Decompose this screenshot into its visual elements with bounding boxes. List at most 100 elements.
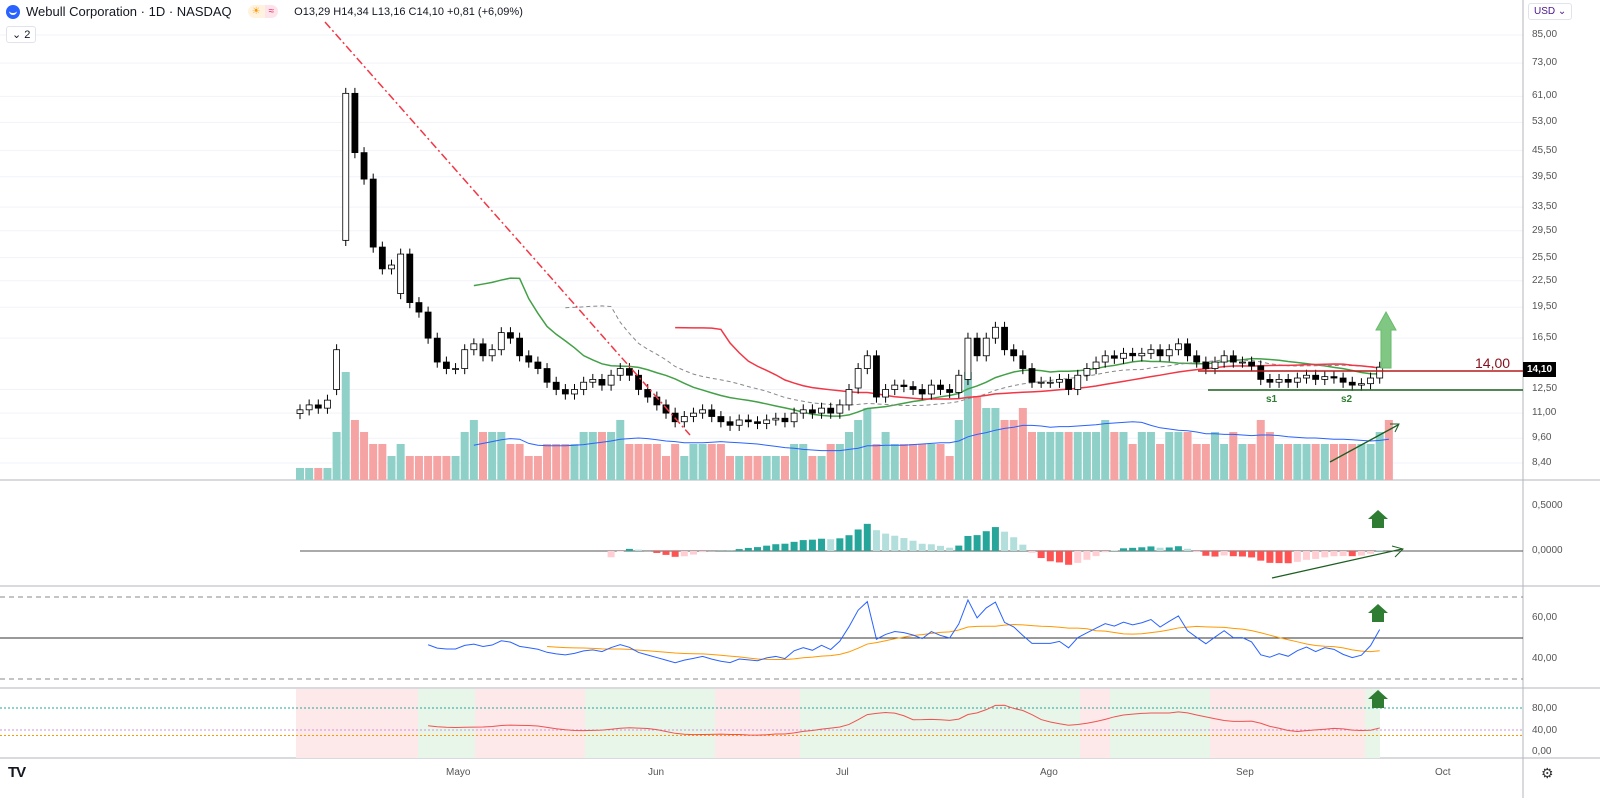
volume-bar — [488, 432, 497, 480]
candle-body — [1156, 349, 1164, 357]
osc-axis-label: 0,00 — [1532, 746, 1552, 757]
volume-bar — [1128, 444, 1137, 480]
macd-histogram-bar — [818, 538, 826, 551]
rsi-line — [427, 598, 1381, 664]
volume-bar — [1009, 420, 1018, 480]
candle-body — [1376, 366, 1384, 379]
volume-bar — [515, 444, 524, 480]
webull-logo-icon — [6, 4, 20, 19]
macd-histogram-bar — [1202, 551, 1210, 556]
macd-histogram-bar — [1184, 548, 1192, 551]
candle-body — [626, 368, 633, 376]
up-arrow-icon — [1375, 310, 1397, 369]
candle-body — [827, 407, 835, 414]
candle-body — [854, 368, 862, 389]
volume-bar — [881, 432, 890, 480]
candle-body — [1175, 343, 1182, 351]
macd-histogram-bar — [1101, 551, 1109, 553]
candle-body — [1028, 368, 1036, 383]
macd-histogram-bar — [735, 549, 743, 551]
volume-bar — [716, 444, 725, 480]
macd-trend-arrow — [1271, 548, 1403, 579]
volume-bar — [1101, 420, 1110, 480]
volume-bar — [588, 432, 597, 480]
candle-body — [369, 178, 377, 248]
candle-body — [690, 412, 697, 417]
indicators-collapse-button[interactable]: ⌄ 2 — [6, 26, 37, 43]
volume-bar — [451, 456, 460, 480]
volume-bar — [671, 444, 680, 480]
candle-body — [937, 384, 944, 390]
candle-body — [982, 337, 990, 357]
volume-bar — [570, 444, 579, 480]
price-axis-label: 61,00 — [1532, 90, 1558, 102]
candle-body — [324, 399, 331, 409]
volume-bar — [378, 444, 387, 480]
volume-bar — [1183, 432, 1192, 480]
macd-histogram-bar — [1284, 551, 1292, 564]
volume-bar — [1064, 432, 1073, 480]
macd-histogram-bar — [1065, 551, 1073, 565]
settings-gear-icon[interactable]: ⚙ — [1541, 765, 1554, 781]
macd-histogram-bar — [1046, 551, 1054, 562]
volume-bar — [369, 444, 378, 480]
volume-ma-line — [473, 421, 1389, 452]
volume-bar — [652, 444, 661, 480]
currency-select[interactable]: USD ⌄ — [1528, 3, 1573, 20]
candle-body — [1193, 355, 1201, 363]
macd-histogram-bar — [662, 551, 670, 555]
candle-body — [1211, 361, 1219, 369]
macd-histogram-bar — [1248, 551, 1256, 558]
candle-body — [1037, 381, 1045, 384]
candle-body — [1293, 377, 1301, 383]
candle-body — [507, 332, 514, 339]
candle-body — [927, 384, 935, 395]
candle-body — [580, 381, 588, 390]
candle-body — [790, 412, 798, 423]
macd-histogram-bar — [1330, 551, 1338, 557]
volume-bar — [543, 444, 552, 480]
volume-bar — [1357, 444, 1366, 480]
macd-histogram-bar — [689, 551, 697, 555]
candle-body — [305, 404, 313, 411]
candle-body — [552, 381, 560, 390]
oscillator-band — [1210, 689, 1365, 758]
arrow-head-icon — [1390, 423, 1400, 433]
symbol-title[interactable]: Webull Corporation · 1D · NASDAQ — [26, 4, 232, 19]
candle-body — [1339, 377, 1347, 383]
candle-body — [461, 349, 469, 369]
candle-body — [1129, 352, 1137, 357]
candle-body — [598, 379, 606, 386]
candle-body — [1321, 376, 1329, 380]
tradingview-logo[interactable]: TV — [8, 764, 26, 781]
candle-body — [1165, 349, 1173, 357]
macd-histogram-bar — [607, 551, 615, 558]
volume-bar — [707, 444, 716, 480]
candle-body — [342, 92, 350, 241]
status-badges[interactable]: ☀ ≈ — [247, 5, 279, 18]
volume-bar — [1201, 444, 1210, 480]
candle-body — [955, 374, 963, 393]
macd-histogram-bar — [799, 540, 807, 551]
macd-axis-label: 0,0000 — [1532, 545, 1563, 556]
level-label: 14,00 — [1475, 355, 1511, 371]
oscillator-band — [296, 689, 418, 758]
candle-body — [516, 337, 523, 357]
volume-bar — [954, 420, 963, 480]
macd-histogram-bar — [772, 544, 780, 551]
candle-body — [644, 389, 652, 398]
candle-body — [607, 374, 615, 386]
volume-bar — [890, 444, 899, 480]
macd-histogram-bar — [1211, 551, 1219, 557]
volume-bar — [405, 456, 414, 480]
candle-body — [442, 361, 450, 369]
macd-histogram-bar — [790, 541, 798, 551]
candle-body — [863, 355, 871, 369]
macd-histogram-bar — [964, 535, 972, 551]
macd-histogram-bar — [1348, 551, 1356, 557]
candle-body — [1010, 349, 1018, 357]
rsi-axis-label: 60,00 — [1532, 612, 1558, 623]
up-arrow-icon — [1368, 604, 1388, 622]
candle-body — [1019, 355, 1027, 369]
